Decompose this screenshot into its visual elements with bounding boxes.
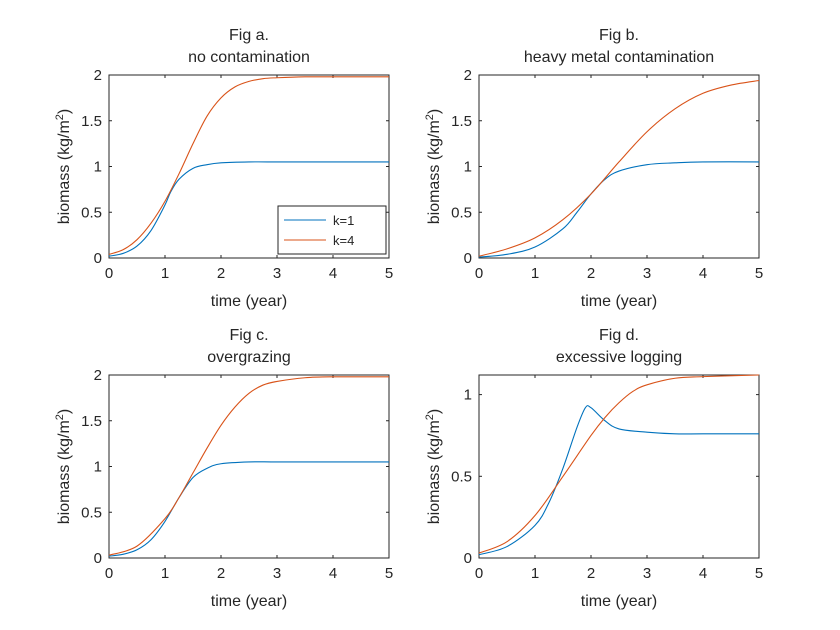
x-axis-label: time (year) (211, 293, 287, 310)
x-tick-label: 5 (385, 265, 393, 282)
y-tick-label: 0 (94, 550, 102, 567)
x-tick-label: 3 (273, 265, 281, 282)
y-axis-label-end: ) (426, 409, 443, 414)
y-axis-label-sup: 2 (424, 114, 436, 120)
x-tick-label: 4 (329, 265, 337, 282)
series-line-k1 (108, 461, 389, 557)
y-tick-label: 0 (94, 250, 102, 267)
chart-title: Fig a. (229, 27, 269, 44)
x-tick-label: 0 (475, 265, 483, 282)
series-line-k1 (478, 405, 759, 556)
y-axis-label-end: ) (56, 109, 73, 114)
axes-box (478, 74, 760, 259)
chart-title: Fig d. (599, 327, 639, 344)
x-tick-label: 4 (699, 265, 707, 282)
chart-subtitle: excessive logging (556, 349, 682, 366)
chart-title: Fig b. (599, 27, 639, 44)
y-tick-label: 1 (94, 459, 102, 476)
axes-box (478, 374, 760, 559)
chart-title: Fig c. (229, 327, 268, 344)
y-axis-label: biomass (kg/m2) (54, 409, 73, 524)
y-tick-label: 1.5 (451, 113, 472, 130)
x-tick-label: 0 (105, 565, 113, 582)
y-axis-label: biomass (kg/m2) (424, 409, 443, 524)
y-tick-label: 1.5 (81, 413, 102, 430)
chart-panel-4: Fig d. excessive logging 0 1 2 3 4 5 0 0.5 1 time (… (424, 327, 763, 610)
series-line-k4 (108, 376, 390, 556)
y-axis-label-main: biomass (kg/m (56, 420, 73, 524)
y-tick-label: 2 (94, 367, 102, 384)
y-tick-label: 1 (464, 387, 472, 404)
series-line-k4 (108, 76, 389, 255)
y-axis-label-main: biomass (kg/m (426, 420, 443, 524)
y-tick-label: 1 (94, 159, 102, 176)
y-axis-label-sup: 2 (54, 414, 66, 420)
x-tick-label: 4 (329, 565, 337, 582)
legend: k=1k=4 (277, 205, 387, 255)
y-axis-label-main: biomass (kg/m (426, 120, 443, 224)
x-tick-label: 1 (161, 565, 169, 582)
y-axis-label: biomass (kg/m2) (54, 109, 73, 224)
chart-subtitle: no contamination (188, 49, 310, 66)
legend-box (277, 205, 387, 255)
y-tick-label: 0.5 (81, 504, 102, 521)
y-axis-label-sup: 2 (54, 114, 66, 120)
series-line-k4 (478, 79, 760, 257)
x-tick-label: 2 (587, 265, 595, 282)
y-tick-label: 1.5 (81, 113, 102, 130)
x-tick-label: 3 (643, 265, 651, 282)
axes-box (108, 374, 390, 559)
legend-entry: k=4 (333, 233, 354, 248)
x-tick-label: 1 (531, 265, 539, 282)
x-tick-label: 2 (587, 565, 595, 582)
chart-panel-2: Fig b. heavy metal contamination 0 1 2 3 4 5 0 0.… (424, 27, 763, 310)
x-tick-label: 5 (755, 265, 763, 282)
y-axis-label-end: ) (56, 409, 73, 414)
x-tick-label: 1 (161, 265, 169, 282)
y-axis-label-sup: 2 (424, 414, 436, 420)
x-tick-label: 1 (531, 565, 539, 582)
y-tick-label: 0 (464, 250, 472, 267)
x-axis-label: time (year) (581, 293, 657, 310)
x-tick-label: 4 (699, 565, 707, 582)
x-axis-label: time (year) (581, 593, 657, 610)
y-tick-label: 0.5 (451, 204, 472, 221)
y-tick-label: 0 (464, 550, 472, 567)
chart-panel-1: Fig a. no contamination 0 1 2 3 4 5 0 0.5 1 1.5 2 tim… (54, 27, 393, 310)
series-line-k4 (478, 374, 760, 554)
x-tick-label: 2 (217, 265, 225, 282)
y-axis-label-main: biomass (kg/m (56, 120, 73, 224)
y-axis-label: biomass (kg/m2) (424, 109, 443, 224)
chart-subtitle: overgrazing (207, 349, 291, 366)
x-axis-label: time (year) (211, 593, 287, 610)
x-tick-label: 3 (643, 565, 651, 582)
chart-subtitle: heavy metal contamination (524, 49, 714, 66)
x-tick-label: 3 (273, 565, 281, 582)
y-tick-label: 0.5 (451, 468, 472, 485)
x-tick-label: 5 (755, 565, 763, 582)
y-tick-label: 2 (94, 67, 102, 84)
series-line-k1 (108, 161, 389, 257)
chart-panel-3: Fig c. overgrazing 0 1 2 3 4 5 0 0.5 1 1.5 2 time (ye… (54, 327, 393, 610)
x-tick-label: 0 (105, 265, 113, 282)
x-tick-label: 5 (385, 565, 393, 582)
legend-entry: k=1 (333, 213, 354, 228)
y-tick-label: 1 (464, 159, 472, 176)
x-tick-label: 0 (475, 565, 483, 582)
x-tick-label: 2 (217, 565, 225, 582)
y-tick-label: 0.5 (81, 204, 102, 221)
y-axis-label-end: ) (426, 109, 443, 114)
y-tick-label: 2 (464, 67, 472, 84)
